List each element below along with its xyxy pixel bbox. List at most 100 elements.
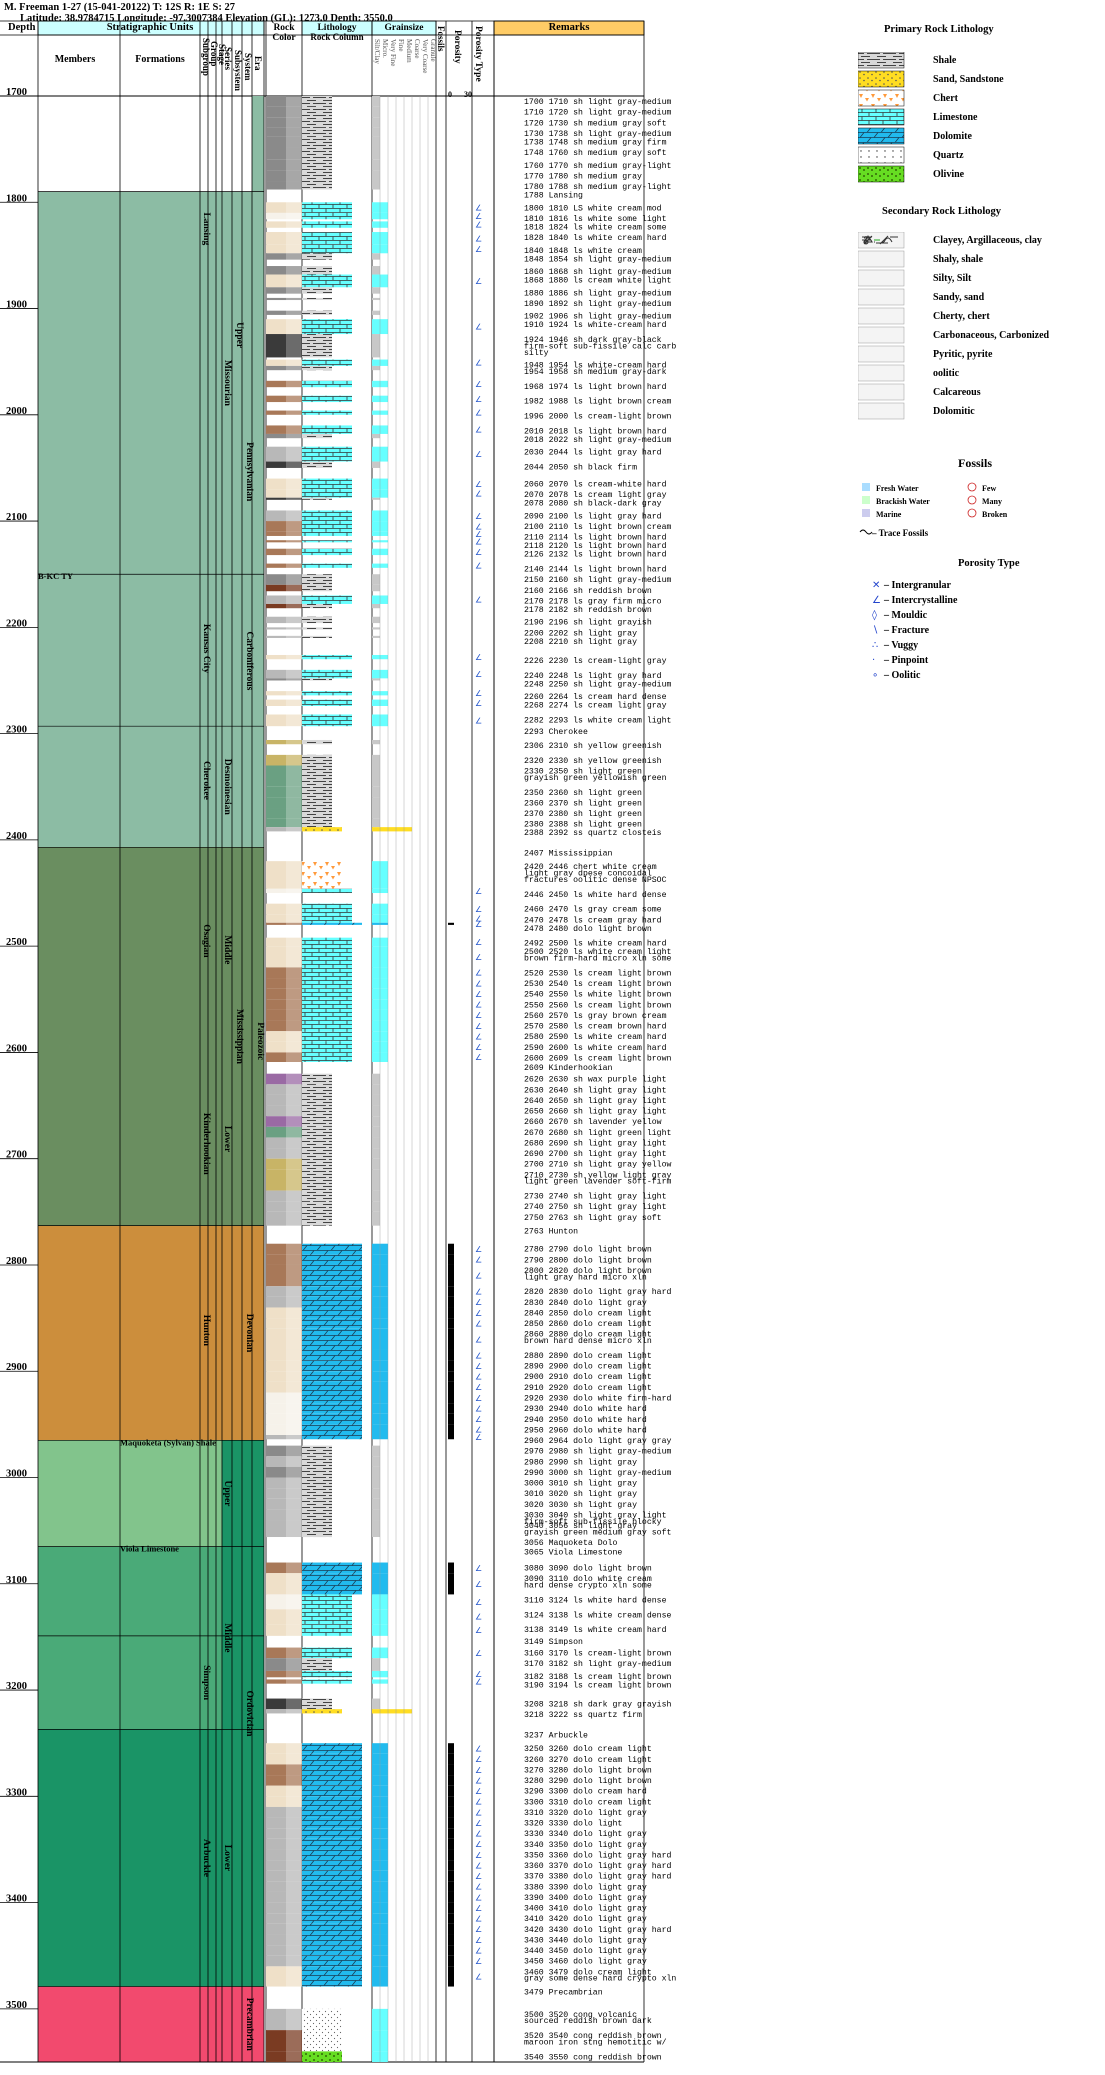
rock-colour-137 [266, 1860, 286, 1871]
porosity-type-marker-104: ∠ [475, 1415, 482, 1424]
primary-label-6: Olivine [933, 169, 965, 180]
fossil-symbols: Fresh Water Brackish Water Marine Few Many Br… [859, 482, 1008, 538]
rock-colour-50 [266, 691, 286, 696]
porosity-type-marker-39: ∠ [475, 562, 482, 571]
grainsize-121 [372, 1658, 380, 1671]
porosity-bar-106 [448, 1435, 454, 1440]
grainsize-46 [372, 635, 380, 638]
rock-colour-72 [266, 1009, 286, 1021]
rock-colour-b-12 [286, 232, 302, 245]
grainsize-header: Grainsize [384, 23, 423, 33]
primary-swatch-5 [858, 146, 905, 164]
remark-52: 2248 2250 sh light gray-medium [524, 679, 671, 689]
rock-colour-b-93 [286, 1286, 302, 1297]
lithology-123 [302, 1679, 352, 1684]
lithology-113 [302, 1509, 332, 1521]
grain-class-7: Granule [429, 39, 437, 62]
rock-colour-33 [266, 497, 286, 500]
grainsize-86 [372, 1169, 380, 1191]
fossil-symbol-5 [967, 508, 977, 518]
grainsize-124 [372, 1698, 380, 1710]
lithology-38 [302, 548, 352, 556]
porosity-bar-141 [448, 1902, 454, 1914]
devonian-band-r [222, 1225, 264, 1441]
rock-colour-102 [266, 1392, 286, 1404]
rock-colour-b-88 [286, 1201, 302, 1212]
porosity-type-marker-63: ∠ [475, 905, 482, 914]
lithology-96 [302, 1318, 362, 1329]
lithology-5 [302, 147, 332, 160]
rock-colour-b-51 [286, 699, 302, 706]
lithology-59 [302, 818, 332, 828]
rock-colour-b-8 [286, 181, 302, 190]
grainsize-85 [372, 1158, 380, 1170]
lithology-87 [302, 1190, 332, 1202]
lithology-104 [302, 1413, 362, 1425]
rock-colour-b-116 [286, 1573, 302, 1595]
porosity-type-marker-144: ∠ [475, 1936, 482, 1945]
rock-colour-b-109 [286, 1466, 302, 1478]
lithology-136 [302, 1849, 362, 1861]
mississippian-band-r [222, 847, 264, 1226]
lithology-83 [302, 1137, 332, 1149]
rock-colour-111 [266, 1488, 286, 1499]
well-title: M. Freeman 1-27 (15-041-20122) T: 12S R:… [4, 2, 235, 13]
porosity-bar-145 [448, 1945, 454, 1956]
remark-8: 1780 1788 sh medium gray-light [524, 182, 671, 192]
remark-167: 3450 3460 dolo light gray [524, 1957, 647, 1967]
lithology-138 [302, 1870, 362, 1882]
lithology-52 [302, 714, 352, 727]
rock-colour-144 [266, 1934, 286, 1946]
remark-173: 3520 3540 cong reddish brown [524, 2031, 662, 2041]
rock-colour-29 [266, 446, 286, 462]
grain-class-1: Micro. [381, 39, 389, 58]
remark-171: 3500 3520 cong volcanic [524, 2010, 637, 2020]
rock-colour-143 [266, 1923, 286, 1935]
system-header: System [243, 53, 253, 81]
rock-colour-b-112 [286, 1498, 302, 1510]
porosity-type-marker-116: ∠ [475, 1580, 482, 1589]
rock-colour-b-60 [286, 827, 302, 832]
rock-colour-59 [266, 818, 286, 828]
rock-colour-b-126 [286, 1743, 302, 1754]
porosity-type-marker-71: ∠ [475, 1001, 482, 1010]
remark-109: 2850 2860 dolo cream light [524, 1319, 652, 1329]
member-label-1: Maquoketa (Sylvan) Shale [120, 1437, 216, 1447]
rock-colour-b-96 [286, 1318, 302, 1329]
lithology-127 [302, 1753, 362, 1765]
porosity-type-marker-102: ∠ [475, 1394, 482, 1403]
depth-label-2100: 2100 [6, 512, 27, 523]
porosity-type-marker-34: ∠ [475, 512, 482, 521]
primary-label-0: Shale [933, 55, 957, 66]
porosity-type-label-0: – Intergranular [883, 580, 952, 591]
remark-95: 2700 2710 sh light gray yellow [524, 1160, 671, 1170]
rock-colour-71 [266, 999, 286, 1010]
rock-color-header-2: Color [272, 33, 296, 43]
series-label-3: Lower [222, 1126, 232, 1153]
porosity-type-marker-26: ∠ [475, 409, 482, 418]
porosity-scale-max: 30 [464, 90, 472, 99]
porosity-bar-97 [448, 1328, 454, 1350]
rock-colour-28 [266, 433, 286, 439]
remark-73: 2478 2480 dolo light brown [524, 924, 652, 934]
rock-colour-38 [266, 548, 286, 556]
rock-colour-b-15 [286, 266, 302, 275]
fossil-label-1: Brackish Water [876, 497, 930, 506]
lithology-7 [302, 170, 332, 182]
members-header: Members [55, 54, 96, 65]
secondary-swatch-9 [858, 402, 905, 420]
remark-94: 2690 2700 sh light gray light [524, 1149, 667, 1159]
rock-colour-b-79 [286, 1094, 302, 1106]
grainsize-7 [372, 170, 380, 182]
rock-colour-7 [266, 170, 286, 182]
remark-93: 2680 2690 sh light gray light [524, 1138, 667, 1148]
lithology-117 [302, 1594, 352, 1610]
rock-colour-b-101 [286, 1381, 302, 1393]
rock-colour-125 [266, 1709, 286, 1714]
lithology-9 [302, 202, 352, 213]
system-label-2: Devonian [244, 1314, 254, 1353]
rock-colour-5 [266, 147, 286, 160]
rock-colour-b-54 [286, 754, 302, 766]
well-log-diagram: Depth Stratigraphic Units Members Formation… [0, 20, 676, 2063]
grainsize-80 [372, 1105, 380, 1117]
